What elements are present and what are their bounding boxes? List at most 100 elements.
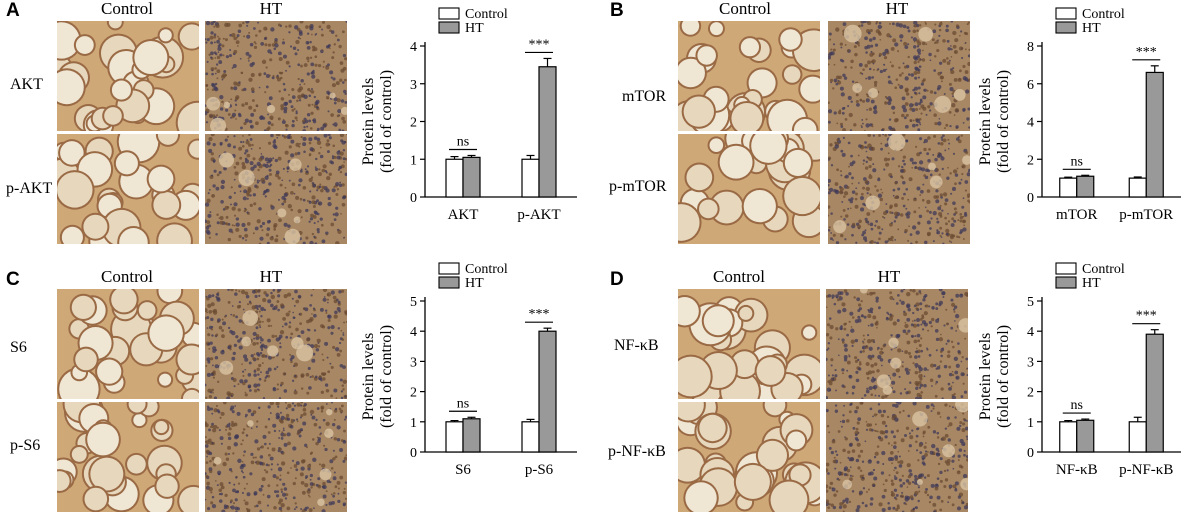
cell-nucleus <box>867 134 871 138</box>
cell-nucleus <box>886 311 889 314</box>
cell-nucleus <box>236 45 239 47</box>
cell-nucleus <box>948 484 953 489</box>
cell-nucleus <box>934 383 937 385</box>
cell-nucleus <box>856 504 861 509</box>
cell-nucleus <box>909 495 914 499</box>
cell-nucleus <box>916 333 921 338</box>
cell-nucleus <box>880 413 885 418</box>
cell-nucleus <box>920 323 923 326</box>
cell-nucleus <box>919 377 923 381</box>
cell-nucleus <box>951 92 954 95</box>
cell-nucleus <box>270 294 275 300</box>
cell-nucleus <box>209 35 214 40</box>
cell-nucleus <box>946 469 949 472</box>
cell-nucleus <box>846 419 850 423</box>
cell-nucleus <box>343 321 346 324</box>
cell-nucleus <box>950 326 954 330</box>
cell-nucleus <box>935 452 941 457</box>
cell-nucleus <box>242 381 246 386</box>
cell-nucleus <box>221 74 226 79</box>
cell-nucleus <box>289 353 292 356</box>
cell-nucleus <box>273 429 277 433</box>
cell-nucleus <box>956 167 959 170</box>
cell-nucleus <box>336 352 341 357</box>
cell-nucleus <box>925 404 930 409</box>
cell-nucleus <box>244 208 248 211</box>
cell-nucleus <box>855 378 860 383</box>
cell-nucleus <box>210 56 213 59</box>
cell-nucleus <box>289 424 294 429</box>
cell-nucleus <box>333 314 338 319</box>
cell-nucleus <box>317 63 322 68</box>
cell-nucleus <box>306 72 310 76</box>
cell-nucleus <box>900 289 904 293</box>
cell-nucleus <box>841 368 845 372</box>
cell-nucleus <box>826 348 829 351</box>
cell-nucleus <box>230 372 233 375</box>
cell-nucleus <box>877 31 881 35</box>
cell-nucleus <box>210 491 213 494</box>
cell-nucleus <box>954 487 957 490</box>
cell-nucleus <box>835 294 839 298</box>
cell-nucleus <box>966 172 970 177</box>
cell-nucleus <box>336 480 341 485</box>
cell-nucleus <box>940 499 944 503</box>
cell-nucleus <box>244 118 249 123</box>
cell-nucleus <box>305 25 309 29</box>
cell-nucleus <box>894 238 897 241</box>
cell-nucleus <box>299 472 304 477</box>
cell-nucleus <box>309 375 312 379</box>
cell-nucleus <box>963 224 965 227</box>
cell-nucleus <box>938 34 941 37</box>
cell-nucleus <box>339 475 344 480</box>
cell-nucleus <box>870 147 874 150</box>
cell-nucleus <box>309 190 312 193</box>
cell-nucleus <box>331 501 335 505</box>
cell-nucleus <box>842 22 847 26</box>
cell-nucleus <box>856 421 860 425</box>
cell-nucleus <box>221 44 225 48</box>
cell-nucleus <box>316 102 319 105</box>
cell-nucleus <box>300 168 303 171</box>
cell-nucleus <box>316 338 321 343</box>
cell-nucleus <box>302 459 306 463</box>
y-axis-label: Protein levels(fold of control) <box>977 325 1012 428</box>
cell-nucleus <box>879 197 884 202</box>
column-label-control: Control <box>101 267 153 286</box>
cell-nucleus <box>844 497 849 502</box>
follicle-remnant <box>890 357 902 369</box>
cell-nucleus <box>212 376 215 379</box>
cell-nucleus <box>936 48 940 53</box>
cell-nucleus <box>963 390 968 394</box>
cell-nucleus <box>247 385 251 389</box>
y-tick-label: 0 <box>410 191 417 206</box>
cell-nucleus <box>288 310 291 313</box>
cell-nucleus <box>955 329 957 332</box>
cell-nucleus <box>959 216 964 220</box>
cell-nucleus <box>249 137 253 141</box>
cell-nucleus <box>307 88 311 92</box>
cell-nucleus <box>903 192 906 196</box>
cell-nucleus <box>935 349 938 352</box>
cell-nucleus <box>240 126 243 130</box>
cell-nucleus <box>911 480 915 484</box>
cell-nucleus <box>906 463 911 468</box>
cell-nucleus <box>877 354 882 360</box>
cell-nucleus <box>285 128 288 131</box>
cell-nucleus <box>249 42 254 47</box>
cell-nucleus <box>281 134 284 137</box>
cell-nucleus <box>233 166 237 169</box>
cell-nucleus <box>335 34 338 37</box>
cell-nucleus <box>218 429 221 432</box>
cell-nucleus <box>887 80 892 85</box>
cell-nucleus <box>315 199 319 203</box>
follicle-colloid <box>803 326 816 339</box>
micrograph-ht-bottom <box>826 402 968 512</box>
cell-nucleus <box>855 192 858 196</box>
cell-nucleus <box>848 198 851 202</box>
cell-nucleus <box>213 396 218 399</box>
tissue-texture <box>828 21 970 131</box>
cell-nucleus <box>331 155 335 158</box>
follicle-remnant <box>319 468 332 481</box>
cell-nucleus <box>850 154 853 158</box>
